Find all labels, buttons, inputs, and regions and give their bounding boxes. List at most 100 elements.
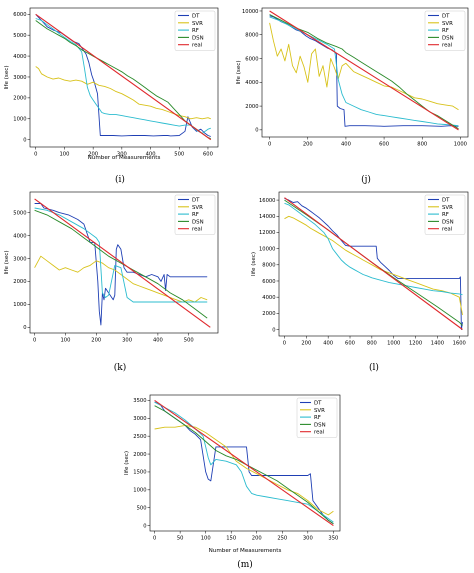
y-tick-label: 1500 [133,470,146,476]
x-tick-label: 300 [303,536,313,542]
x-tick-label: 100 [60,338,70,344]
x-tick-label: 150 [226,536,236,542]
y-tick-label: 2000 [13,96,26,102]
series-line-real [154,399,334,527]
x-tick-label: 1400 [431,341,444,347]
series-line-rf [35,18,211,134]
legend-label-svr: SVR [314,408,325,414]
x-tick-label: 0 [268,142,271,148]
x-axis-label: Number of Measurements [209,548,282,554]
chart-panel-2: 0 100 200 300 400 500010002000300040005000lif… [4,191,219,373]
series-group [35,13,212,141]
series-line-real [269,10,459,131]
y-tick-label: 1000 [133,488,146,494]
x-tick-label: 250 [277,536,287,542]
y-tick-label: 2000 [133,452,146,458]
y-tick-label: 3000 [133,416,146,422]
x-tick-label: 600 [203,152,213,158]
x-tick-label: 200 [88,152,98,158]
y-tick-label: 6000 [13,12,26,18]
x-tick-label: 0 [283,341,286,347]
y-tick-label: 0 [23,325,26,331]
legend-label-real: real [442,227,452,233]
legend-label-svr: SVR [442,205,453,211]
legend-label-real: real [192,43,202,49]
legend-label-rf: RF [314,415,321,421]
y-tick-label: 0 [23,137,26,143]
legend-label-dsn: DSN [192,35,204,41]
x-tick-label: 300 [122,338,132,344]
y-tick-label: 14000 [259,214,276,220]
chart-panel-1: 0 200 400 600 800 10000200040006000800010000l… [236,7,469,185]
x-tick-label: 400 [323,341,333,347]
x-tick-label: 200 [303,142,313,148]
legend-label-dt: DT [192,14,200,20]
panel-label: (i) [115,174,125,185]
x-tick-label: 0 [33,338,36,344]
x-tick-label: 400 [153,338,163,344]
x-tick-label: 400 [146,152,156,158]
plot-frame [29,7,219,148]
y-tick-label: 3000 [13,256,26,262]
x-tick-label: 600 [379,142,389,148]
y-tick-label: 4000 [245,80,258,86]
series-line-real [284,197,463,330]
y-tick-label: 2000 [13,279,26,285]
y-tick-label: 500 [137,506,147,512]
x-tick-label: 1600 [453,341,466,347]
y-tick-label: 4000 [13,233,26,239]
legend-label-real: real [442,43,452,49]
series-line-dt [34,203,208,326]
x-tick-label: 350 [328,536,338,542]
series-group [34,198,211,328]
y-axis-label: life (sec) [236,60,242,84]
plot-frame [278,191,469,337]
y-tick-label: 2000 [245,104,258,110]
y-tick-label: 5000 [13,33,26,39]
y-tick-label: 6000 [245,56,258,62]
y-tick-label: 1000 [13,302,26,308]
legend-label-svr: SVR [192,21,203,27]
legend-box [296,397,338,438]
series-group [154,399,334,527]
series-line-dsn [35,20,211,140]
y-tick-label: 0 [272,327,275,333]
series-group [269,10,459,131]
y-tick-label: 16000 [259,198,276,204]
x-tick-label: 0 [34,152,37,158]
chart-panel-0: 0 100 200 300 400 500 600010002000300040005000… [4,7,219,185]
y-tick-label: 6000 [262,279,275,285]
x-tick-label: 400 [341,142,351,148]
y-axis-label: life (sec) [124,451,130,475]
plot-frame [149,394,341,532]
legend-box [174,10,216,51]
legend-label-real: real [314,430,324,436]
x-tick-label: 100 [201,536,211,542]
x-tick-label: 500 [184,338,194,344]
panel-label: (m) [237,559,253,570]
legend-label-dsn: DSN [314,422,326,428]
chart-panel-3: 0 200 400 600 800 1000 1200 1400 160002000400060… [251,191,469,373]
legend-label-dt: DT [314,401,322,407]
legend-label-dsn: DSN [442,219,454,225]
legend-label-dt: DT [192,198,200,204]
panel-label: (k) [114,362,126,373]
legend-label-dt: DT [442,14,450,20]
legend-label-rf: RF [192,28,199,34]
x-tick-label: 50 [177,536,184,542]
y-tick-label: 8000 [245,33,258,39]
series-line-dt [35,13,211,137]
legend-box [424,194,466,235]
x-tick-label: 600 [345,341,355,347]
y-tick-label: 0 [255,128,258,134]
legend-box [424,10,466,51]
series-line-svr [269,22,459,111]
panel-label: (j) [361,174,371,185]
y-tick-label: 0 [143,523,146,529]
series-line-rf [34,207,208,303]
y-tick-label: 5000 [13,210,26,216]
